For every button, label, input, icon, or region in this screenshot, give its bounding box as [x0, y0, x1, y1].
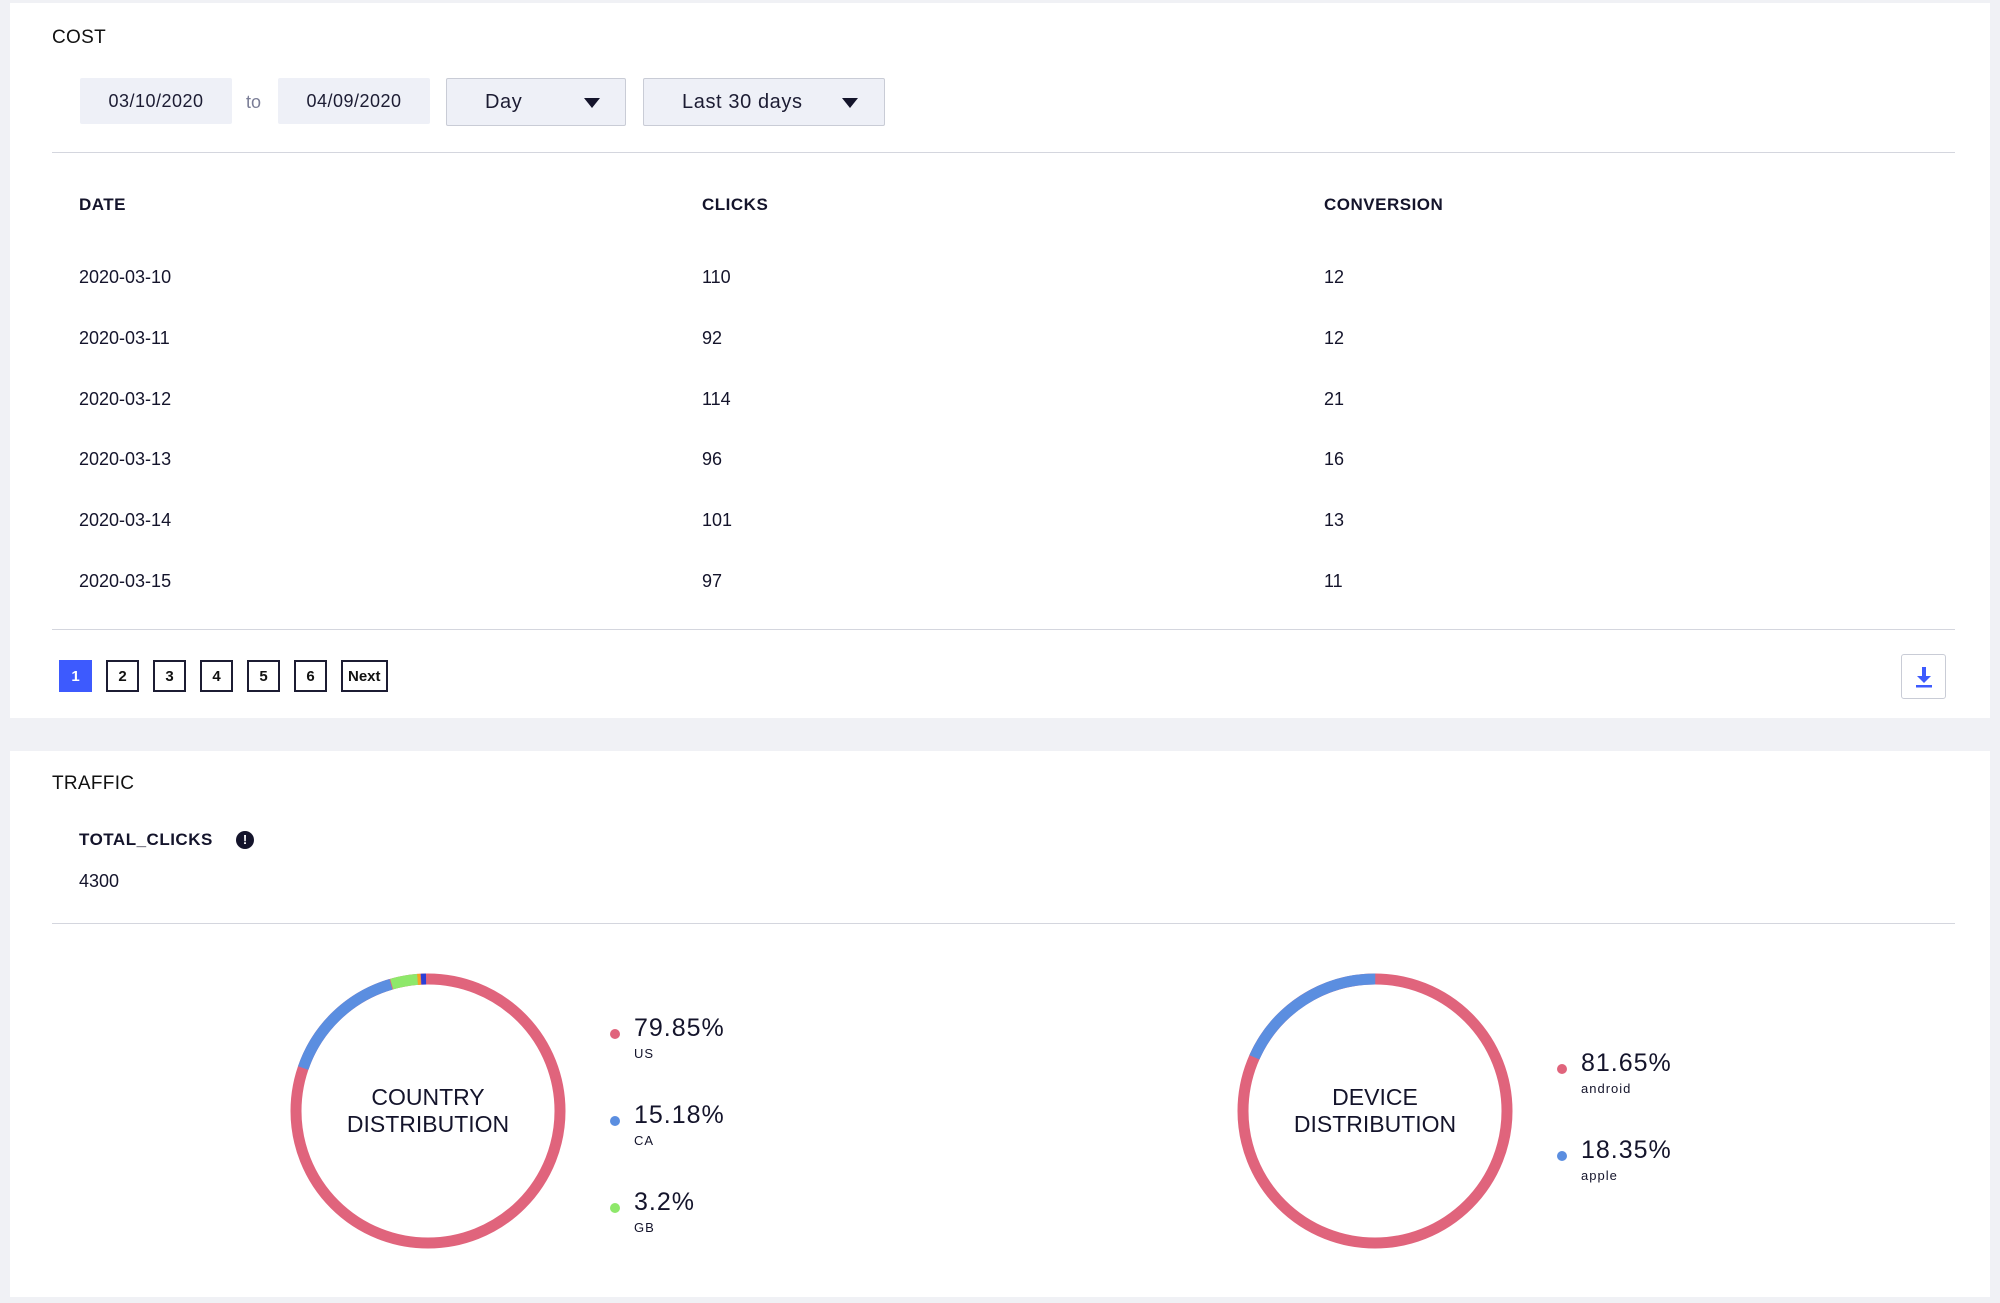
to-label: to	[246, 92, 262, 112]
chevron-down-icon	[584, 98, 600, 108]
info-icon[interactable]: !	[236, 831, 254, 849]
cell-conversion: 16	[1324, 449, 1345, 470]
legend-percent: 79.85%	[634, 1014, 725, 1042]
cell-date: 2020-03-11	[79, 327, 170, 348]
granularity-select[interactable]: Day	[446, 78, 626, 126]
page-button-5[interactable]: 5	[247, 660, 280, 692]
page-button-6[interactable]: 6	[294, 660, 327, 692]
download-button[interactable]	[1901, 654, 1946, 699]
donut-label-line: COUNTRY	[371, 1084, 485, 1110]
donut-label-line: DISTRIBUTION	[1293, 1111, 1457, 1137]
cell-clicks: 110	[702, 267, 731, 287]
legend-name: CA	[634, 1133, 655, 1148]
page-button-3[interactable]: 3	[153, 660, 186, 692]
divider	[52, 152, 1955, 153]
page-button-2[interactable]: 2	[106, 660, 139, 692]
device-donut	[1237, 973, 1513, 1249]
legend-name: android	[1581, 1081, 1632, 1096]
page-button-1[interactable]: 1	[59, 660, 92, 692]
cell-date: 2020-03-15	[79, 571, 172, 591]
divider	[52, 629, 1955, 630]
cell-conversion: 11	[1324, 571, 1343, 591]
section-title-cost: COST	[52, 27, 106, 48]
legend-percent: 81.65%	[1581, 1049, 1672, 1077]
donut-segment-us	[290, 973, 566, 1249]
legend-name: US	[634, 1046, 655, 1061]
cell-clicks: 97	[702, 571, 723, 591]
legend-percent: 15.18%	[634, 1101, 725, 1129]
cell-clicks: 101	[702, 510, 733, 531]
cell-conversion: 12	[1324, 327, 1345, 348]
legend-dot	[610, 1203, 620, 1213]
legend-dot	[610, 1029, 620, 1039]
metric-value: 4300	[79, 871, 120, 891]
device-distribution-chart: DEVICE DISTRIBUTION	[1234, 970, 1516, 1252]
cell-clicks: 96	[702, 449, 723, 470]
legend-name: GB	[634, 1220, 655, 1235]
donut-segment-other	[290, 973, 566, 1249]
legend-dot	[1557, 1151, 1567, 1161]
donut-label-line: DISTRIBUTION	[346, 1111, 510, 1137]
chevron-down-icon	[842, 98, 858, 108]
cell-date: 2020-03-13	[79, 449, 172, 470]
country-distribution-chart: COUNTRY DISTRIBUTION	[287, 970, 569, 1252]
cell-date: 2020-03-10	[79, 267, 172, 287]
cell-conversion: 13	[1324, 510, 1345, 531]
donut-center-label: COUNTRY DISTRIBUTION	[287, 970, 569, 1252]
cost-card: COST 03/10/2020 to 04/09/2020 Day Last 3…	[10, 3, 1990, 718]
column-header-date[interactable]: DATE	[79, 195, 127, 214]
metric-label: TOTAL_CLICKS	[79, 830, 213, 849]
date-from-field[interactable]: 03/10/2020	[80, 78, 232, 124]
cell-date: 2020-03-14	[79, 510, 172, 531]
legend-percent: 18.35%	[1581, 1136, 1672, 1164]
cell-date: 2020-03-12	[79, 388, 172, 409]
donut-center-label: DEVICE DISTRIBUTION	[1234, 970, 1516, 1252]
granularity-value: Day	[485, 90, 523, 113]
divider	[52, 923, 1955, 924]
date-range-value: Last 30 days	[682, 90, 803, 113]
date-to-field[interactable]: 04/09/2020	[278, 78, 430, 124]
date-range-select[interactable]: Last 30 days	[643, 78, 885, 126]
column-header-clicks[interactable]: CLICKS	[702, 195, 769, 214]
cell-conversion: 21	[1324, 388, 1345, 409]
donut-segment-gb	[290, 973, 566, 1249]
legend-dot	[610, 1116, 620, 1126]
cell-conversion: 12	[1324, 267, 1345, 287]
page-button-4[interactable]: 4	[200, 660, 233, 692]
section-title-traffic: TRAFFIC	[52, 773, 135, 794]
next-page-button[interactable]: Next	[341, 660, 388, 692]
cell-clicks: 92	[702, 327, 723, 348]
country-donut	[290, 973, 566, 1249]
legend-dot	[1557, 1064, 1567, 1074]
traffic-card: TRAFFIC TOTAL_CLICKS ! 4300 COUNTRY DIST…	[10, 751, 1990, 1297]
download-icon	[1915, 666, 1932, 687]
donut-label-line: DEVICE	[1332, 1084, 1418, 1110]
cell-clicks: 114	[702, 388, 731, 409]
column-header-conversion[interactable]: CONVERSION	[1324, 195, 1444, 214]
legend-name: apple	[1581, 1168, 1618, 1183]
legend-percent: 3.2%	[634, 1188, 695, 1216]
